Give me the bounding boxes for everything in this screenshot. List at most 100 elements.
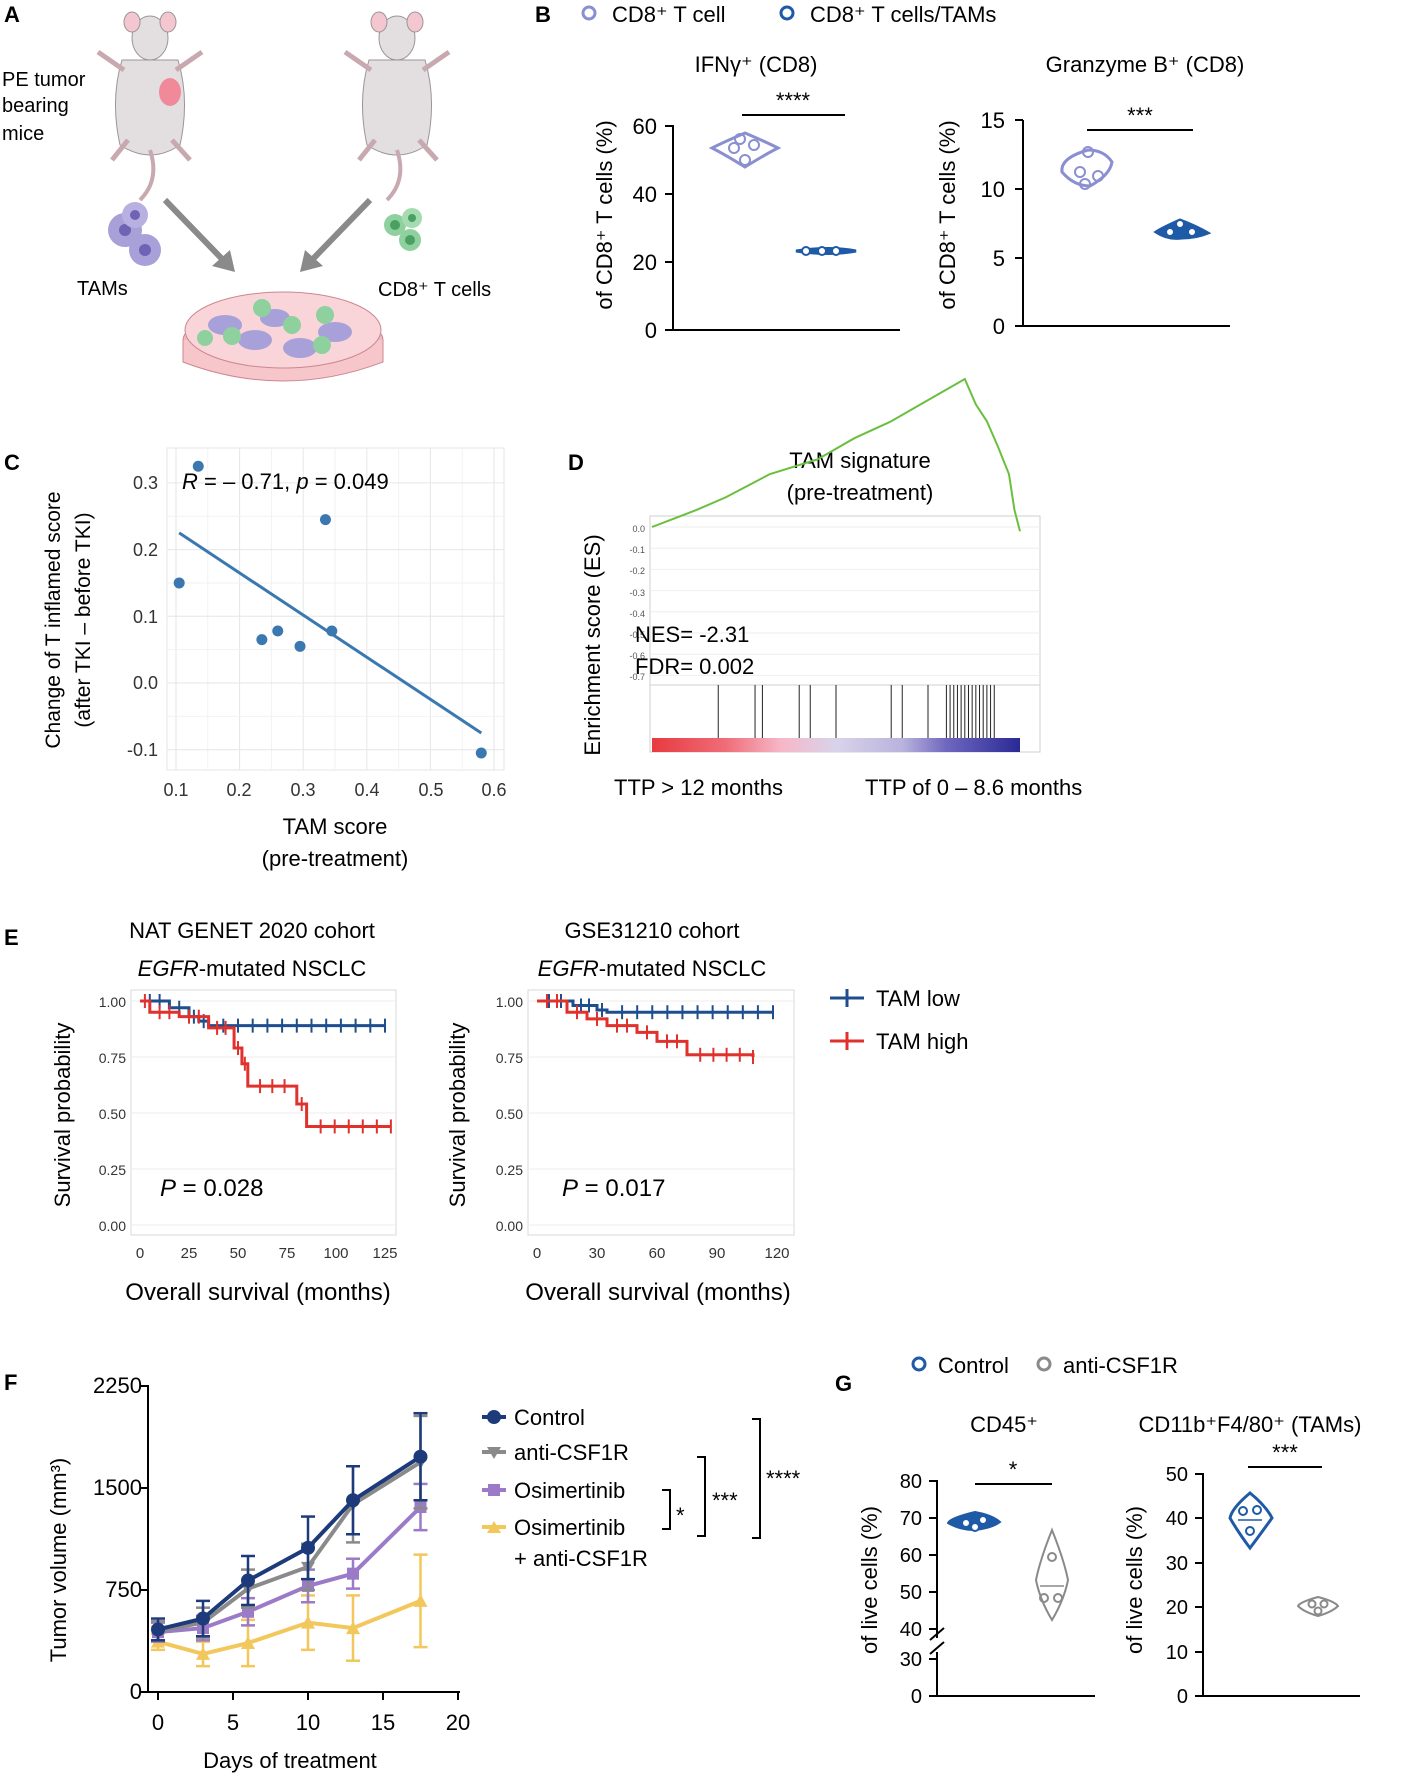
e2-curve-tam-low <box>537 999 773 1014</box>
panel-d-letter: D <box>568 450 584 475</box>
g1-ylabel: of live cells (%) <box>857 1506 882 1654</box>
g1-axis-break-icon <box>929 1627 945 1655</box>
panel-g: G Control anti-CSF1R CD45⁺ of live cells… <box>835 1353 1361 1708</box>
f-xtick-10: 10 <box>296 1710 320 1735</box>
e1-ytick-3: 0.75 <box>99 1050 126 1066</box>
e2-p-label: P <box>562 1175 578 1202</box>
legend-marker-cd8 <box>581 5 597 21</box>
f-marker-control <box>151 1622 165 1637</box>
f-sig-3: **** <box>766 1466 801 1491</box>
b2-violin-cd8 <box>1060 146 1114 190</box>
f-marker-combo <box>413 1593 428 1607</box>
c-ylabel-2: (after TKI – before TKI) <box>72 512 95 727</box>
b2-ylabel: of CD8⁺ T cells (%) <box>935 120 960 309</box>
d-ylabel: Enrichment score (ES) <box>580 534 605 755</box>
f-marker-control <box>346 1493 360 1508</box>
e1-yticks: 0.00 0.25 0.50 0.75 1.00 <box>99 994 126 1234</box>
b1-ylabel: of CD8⁺ T cells (%) <box>592 120 617 309</box>
g2-violin-anticsf1r <box>1296 1595 1340 1618</box>
f-xtick-15: 15 <box>371 1710 395 1735</box>
c-ticks: 0.1 0.2 0.3 0.4 0.5 0.6 -0.1 0.0 0.1 0.2… <box>127 473 507 800</box>
d-rank-colorbar <box>652 738 1020 752</box>
c-ytick--0.1: -0.1 <box>127 740 158 760</box>
panel-g-letter: G <box>835 1371 852 1396</box>
e2-ytick-3: 0.75 <box>496 1050 523 1066</box>
panel-a-letter: A <box>4 2 20 27</box>
g2-ytick-40: 40 <box>1166 1508 1188 1530</box>
d-ytick-3: -0.3 <box>629 588 645 598</box>
g1-ytick-70: 70 <box>900 1508 922 1530</box>
b-ifng-chart: IFNγ⁺ (CD8) of CD8⁺ T cells (%) 0 20 40 … <box>592 52 900 343</box>
tam-cells-icon <box>108 202 161 266</box>
e2-xlabel: Overall survival (months) <box>525 1279 790 1306</box>
legend-marker-cd8-tams <box>779 5 795 21</box>
c-scatter-point <box>173 577 185 589</box>
f-xtick-5: 5 <box>227 1710 239 1735</box>
c-xtick-0.4: 0.4 <box>354 780 379 800</box>
c-ytick-0.3: 0.3 <box>133 473 158 493</box>
legend-tam-high: TAM high <box>876 1029 969 1054</box>
c-xtick-0.6: 0.6 <box>481 780 506 800</box>
e2-p-value: = 0.017 <box>578 1175 665 1202</box>
f-legend-anticsf1r: anti-CSF1R <box>514 1440 629 1465</box>
f-legend: Control anti-CSF1R Osimertinib Osimertin… <box>482 1405 648 1571</box>
c-xlabel-2: (pre-treatment) <box>262 846 409 871</box>
c-ytick-0.1: 0.1 <box>133 607 158 627</box>
f-marker-combo <box>301 1615 315 1629</box>
cd8-cells-label: CD8⁺ T cells <box>378 279 491 301</box>
panel-a: A PE tumor bearing mice <box>2 2 491 382</box>
d-gridlines <box>650 526 1040 676</box>
e2-xticks: 0 30 60 90 120 <box>533 1245 790 1262</box>
e1-ytick-2: 0.50 <box>99 1106 126 1122</box>
panel-f-letter: F <box>4 1370 17 1395</box>
mouse-left-illustration <box>96 11 204 202</box>
legend-cd8: CD8⁺ T cell <box>612 2 726 27</box>
e2-ytick-0: 0.00 <box>496 1218 523 1234</box>
b1-ytick-20: 20 <box>633 250 657 275</box>
c-scatter-point <box>475 747 487 759</box>
e1-xtick-0: 0 <box>136 1245 144 1262</box>
e2-gridlines <box>528 1000 794 1226</box>
e1-title-rest: -mutated NSCLC <box>199 956 367 981</box>
c-ytick-0.0: 0.0 <box>133 673 158 693</box>
b1-ytick-0: 0 <box>645 318 657 343</box>
e1-title-1: NAT GENET 2020 cohort <box>129 918 375 943</box>
panel-d: D TAM signature (pre-treatment) Enrichme… <box>568 377 1082 800</box>
d-ytick-5: -0.5 <box>629 630 645 640</box>
e2-title-egfr: EGFR <box>538 956 599 981</box>
e1-xtick-3: 75 <box>279 1245 296 1262</box>
f-series <box>151 1411 428 1668</box>
d-ytick-6: -0.6 <box>629 651 645 661</box>
g2-title: CD11b⁺F4/80⁺ (TAMs) <box>1139 1412 1362 1437</box>
e2-xtick-0: 0 <box>533 1245 541 1262</box>
b2-violin-cd8-tams <box>1153 218 1212 240</box>
d-ytick-2: -0.2 <box>629 566 645 576</box>
e1-xticks: 0 25 50 75 100 125 <box>136 1245 398 1262</box>
d-ytick-1: -0.1 <box>629 545 645 555</box>
f-marker-combo <box>196 1646 210 1660</box>
c-scatter-point <box>294 640 306 652</box>
d-yticks: 0.0 -0.1 -0.2 -0.3 -0.4 -0.5 -0.6 -0.7 <box>629 524 645 682</box>
f-legend-control: Control <box>514 1405 585 1430</box>
e1-curves <box>140 994 392 1134</box>
panel-b-legend: CD8⁺ T cell CD8⁺ T cells/TAMs <box>581 2 996 27</box>
f-xlabel: Days of treatment <box>203 1748 377 1773</box>
tams-label: TAMs <box>77 278 128 300</box>
f-tickmarks <box>140 1385 459 1700</box>
e1-title-2: EGFR-mutated NSCLC <box>138 956 367 981</box>
e2-xtick-2: 60 <box>649 1245 666 1262</box>
panel-c: C Change of T inflamed score (after TKI … <box>4 447 507 871</box>
g-legend-control: Control <box>938 1353 1009 1378</box>
b2-ytick-15: 15 <box>981 108 1005 133</box>
e2-ytick-1: 0.25 <box>496 1162 523 1178</box>
mouse-label-line3: mice <box>2 123 44 145</box>
e1-xtick-5: 125 <box>372 1245 397 1262</box>
e1-xtick-1: 25 <box>181 1245 198 1262</box>
d-ytick-0: 0.0 <box>632 524 645 534</box>
panel-f: F Tumor volume (mm³) 0 750 1500 2250 0 5… <box>4 1370 801 1773</box>
g-tams-chart: CD11b⁺F4/80⁺ (TAMs) of live cells (%) 0 … <box>1122 1412 1361 1708</box>
b1-violin-cd8 <box>708 131 782 169</box>
g1-ytick-0: 0 <box>911 1686 922 1708</box>
g2-ytick-10: 10 <box>1166 1642 1188 1664</box>
